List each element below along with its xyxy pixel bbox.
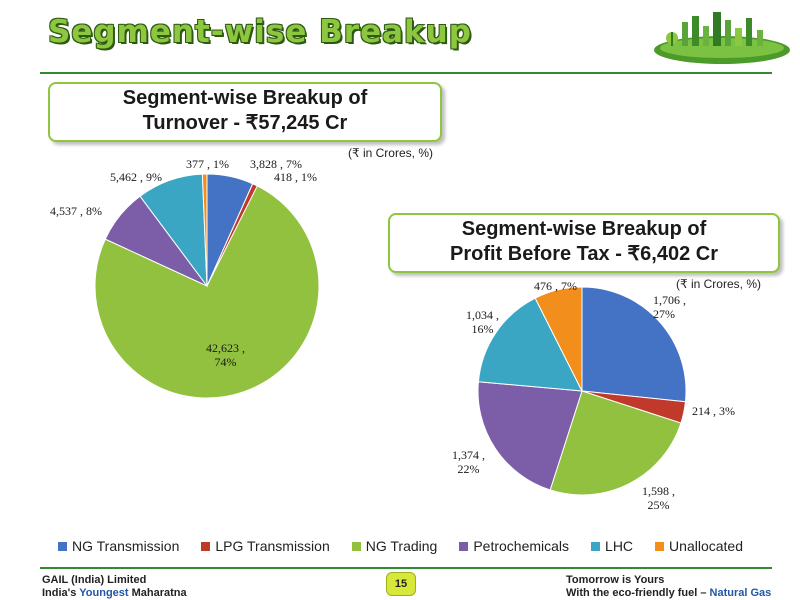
pie2-slice-ng-trading (549, 390, 682, 496)
legend-label: LHC (605, 538, 634, 554)
legend-label: NG Transmission (72, 538, 180, 554)
pie2-slice-ng-transmission (581, 286, 687, 403)
pie1-label-lhc: 5,462 , 9% (110, 170, 162, 184)
footer-company: GAIL (India) Limited India's Youngest Ma… (42, 574, 187, 600)
legend-label: NG Trading (365, 538, 438, 554)
legend-item-ng-trading: NG Trading (351, 538, 438, 554)
legend-swatch (459, 541, 469, 551)
pie2-slice-lhc (477, 297, 583, 392)
pbt-unit-label: (₹ in Crores, %) (676, 277, 761, 291)
legend-label: LPG Transmission (215, 538, 330, 554)
pbt-title-line1: Segment-wise Breakup of (461, 218, 707, 240)
pie2-label-ng-transmission: 1,706 , 27% (653, 293, 686, 321)
legend-swatch (201, 541, 211, 551)
legend-label: Petrochemicals (473, 538, 570, 554)
pie2-label-lhc: 1,034 , 16% (466, 308, 499, 336)
page-title: Segment-wise Breakup (48, 14, 472, 50)
pie1-label-ng-transmission: 3,828 , 7% (250, 157, 302, 171)
legend-swatch (58, 541, 67, 551)
footer-tagline: India's Youngest Maharatna (42, 587, 187, 600)
footer-slogan-pre: With the eco-friendly fuel – (566, 587, 710, 599)
footer-company-name: GAIL (India) Limited (42, 574, 147, 586)
pie1-slice-unallocated (201, 173, 208, 287)
legend-item-lhc: LHC (591, 538, 633, 554)
legend-swatch (351, 541, 361, 551)
footer-slogan-line2: With the eco-friendly fuel – Natural Gas (566, 587, 771, 600)
pie1-label-lpg-transmission: 418 , 1% (274, 170, 317, 184)
chart-legend: NG Transmission LPG Transmission NG Trad… (58, 536, 768, 556)
pie1-slice-ng-trading (94, 185, 320, 399)
footer-tagline-post: Maharatna (128, 587, 187, 599)
header-divider (40, 72, 772, 74)
gail-city-logo-icon (654, 12, 790, 64)
page-number: 15 (386, 572, 416, 596)
turnover-title-line1: Segment-wise Breakup of (122, 87, 368, 109)
pie2-label-ng-trading: 1,598 , 25% (642, 484, 675, 512)
pie1-label-petrochemicals: 4,537 , 8% (50, 204, 102, 218)
pbt-title-line2: Profit Before Tax - ₹6,402 Cr (450, 243, 718, 265)
footer-slogan: Tomorrow is Yours With the eco-friendly … (566, 574, 771, 600)
legend-swatch (655, 541, 665, 551)
footer-divider (40, 567, 772, 569)
legend-item-petrochemicals: Petrochemicals (459, 538, 569, 554)
pie2-slice-petrochemicals (477, 381, 583, 491)
legend-item-unallocated: Unallocated (655, 538, 743, 554)
footer-slogan-highlight: Natural Gas (709, 587, 772, 599)
turnover-unit-label: (₹ in Crores, %) (348, 146, 433, 160)
footer-tagline-highlight: Youngest (79, 587, 129, 599)
footer-slogan-line1: Tomorrow is Yours (566, 574, 665, 586)
pie1-label-unallocated: 377 , 1% (186, 157, 229, 171)
legend-item-ng-transmission: NG Transmission (58, 538, 179, 554)
legend-item-lpg-transmission: LPG Transmission (201, 538, 330, 554)
legend-label: Unallocated (669, 538, 743, 554)
turnover-title-box: Segment-wise Breakup of Turnover - ₹57,2… (48, 82, 442, 142)
pie1-label-ng-trading: 42,623 , 74% (206, 341, 245, 369)
pie2-label-petrochemicals: 1,374 , 22% (452, 448, 485, 476)
pie2-label-lpg-transmission: 214 , 3% (692, 404, 735, 418)
legend-swatch (591, 541, 601, 551)
pie2-slice-unallocated (534, 286, 583, 392)
footer-tagline-pre: India's (42, 587, 80, 599)
pie2-label-unallocated: 476 , 7% (534, 279, 577, 293)
pbt-title-box: Segment-wise Breakup of Profit Before Ta… (388, 213, 780, 273)
turnover-title-line2: Turnover - ₹57,245 Cr (142, 112, 348, 134)
